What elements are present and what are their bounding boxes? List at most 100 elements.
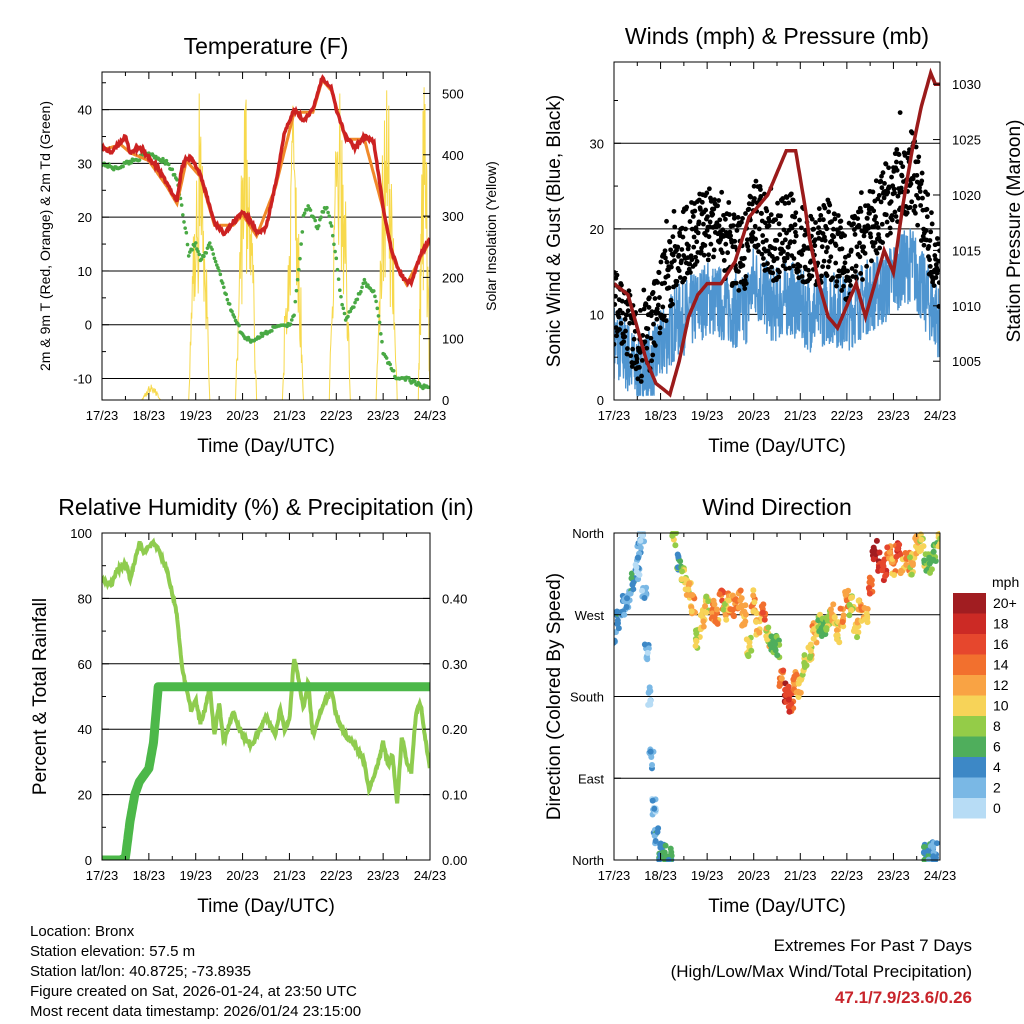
gust-point bbox=[736, 269, 741, 274]
x-tick-label: 21/23 bbox=[784, 408, 817, 423]
dewpoint-point bbox=[373, 294, 377, 299]
dewpoint-point bbox=[225, 297, 230, 302]
gust-point bbox=[687, 219, 693, 224]
gust-point bbox=[889, 213, 895, 218]
gust-point bbox=[652, 296, 658, 301]
direction-point bbox=[759, 609, 766, 616]
gust-point bbox=[751, 183, 757, 189]
gust-point bbox=[720, 227, 726, 233]
gust-point bbox=[896, 152, 902, 157]
dewpoint-point bbox=[164, 158, 169, 163]
gust-point bbox=[658, 259, 664, 265]
gust-point bbox=[773, 217, 779, 223]
direction-point bbox=[643, 584, 650, 591]
dewpoint-point bbox=[297, 267, 301, 272]
x-tick-label: 23/23 bbox=[367, 868, 400, 883]
colorbar-swatch bbox=[953, 634, 986, 655]
gust-point bbox=[861, 233, 867, 239]
x-tick-label: 18/23 bbox=[644, 868, 677, 883]
direction-point bbox=[677, 558, 684, 565]
x-tick-label: 24/23 bbox=[924, 408, 957, 423]
direction-point bbox=[879, 562, 886, 569]
gust-point bbox=[876, 192, 882, 198]
y-right-tick-label: 500 bbox=[442, 86, 464, 101]
y-right-tick-label: 0.10 bbox=[442, 788, 467, 803]
gust-point bbox=[898, 185, 904, 191]
chart-title: Temperature (F) bbox=[184, 33, 349, 59]
gust-point bbox=[683, 226, 688, 232]
gust-point bbox=[822, 238, 828, 243]
gust-point bbox=[824, 273, 830, 279]
gust-point bbox=[763, 237, 769, 243]
gust-point bbox=[870, 243, 876, 249]
direction-point bbox=[778, 675, 785, 682]
dewpoint-point bbox=[371, 289, 376, 293]
colorbar-swatch bbox=[953, 593, 986, 614]
gust-point bbox=[662, 248, 668, 254]
gust-point bbox=[921, 242, 927, 248]
latlon-text: Station lat/lon: 40.8725; -73.8935 bbox=[30, 963, 252, 980]
gust-point bbox=[874, 250, 880, 256]
y-tick-label: 0 bbox=[85, 853, 92, 868]
x-tick-label: 19/23 bbox=[179, 408, 212, 423]
x-axis-label: Time (Day/UTC) bbox=[197, 896, 335, 917]
direction-point bbox=[725, 597, 732, 604]
gust-point bbox=[831, 234, 837, 240]
x-tick-label: 19/23 bbox=[179, 868, 212, 883]
direction-point bbox=[697, 612, 704, 619]
direction-point bbox=[742, 611, 749, 618]
gust-point bbox=[915, 195, 921, 201]
direction-point bbox=[785, 703, 792, 710]
gust-point bbox=[928, 229, 934, 235]
gust-point bbox=[758, 194, 764, 199]
wind-direction-plot-area bbox=[614, 531, 940, 862]
direction-point bbox=[897, 551, 904, 558]
gust-point bbox=[936, 280, 940, 285]
gust-point bbox=[817, 217, 823, 223]
gust-point bbox=[616, 314, 622, 320]
gust-point bbox=[780, 240, 785, 246]
x-tick-label: 24/23 bbox=[414, 408, 447, 423]
gust-point bbox=[699, 199, 705, 205]
gust-point bbox=[834, 283, 839, 289]
gust-point bbox=[641, 287, 647, 293]
direction-point bbox=[662, 842, 669, 849]
x-tick-label: 23/23 bbox=[877, 868, 910, 883]
y-right-tick-label: 1005 bbox=[952, 354, 981, 369]
gust-point bbox=[693, 254, 698, 260]
gust-point bbox=[821, 258, 827, 264]
chart-title: Wind Direction bbox=[702, 494, 852, 520]
x-tick-label: 20/23 bbox=[737, 868, 770, 883]
direction-point bbox=[689, 592, 696, 599]
gust-point bbox=[927, 264, 933, 269]
gust-point bbox=[841, 283, 846, 289]
dewpoint-point bbox=[183, 226, 187, 230]
gust-point bbox=[935, 267, 940, 273]
direction-point bbox=[703, 593, 710, 600]
gust-point bbox=[622, 316, 628, 322]
gust-point bbox=[777, 232, 783, 238]
gust-point bbox=[731, 215, 737, 221]
dewpoint-point bbox=[330, 233, 335, 238]
gust-point bbox=[893, 214, 899, 219]
recent-text: Most recent data timestamp: 2026/01/24 2… bbox=[30, 1003, 362, 1020]
gust-point bbox=[819, 244, 825, 250]
gust-point bbox=[667, 239, 673, 245]
gust-point bbox=[799, 225, 804, 231]
gust-point bbox=[619, 298, 625, 304]
gust-point bbox=[873, 178, 879, 184]
dewpoint-point bbox=[333, 249, 337, 254]
y-tick-label: 0 bbox=[597, 393, 604, 408]
gust-point bbox=[792, 222, 798, 228]
dewpoint-point bbox=[293, 299, 298, 304]
direction-point bbox=[742, 602, 749, 609]
extremes-values: 47.1/7.9/23.6/0.26 bbox=[834, 988, 972, 1007]
direction-point bbox=[688, 608, 695, 615]
direction-point bbox=[645, 689, 652, 696]
gust-point bbox=[793, 233, 799, 239]
x-tick-label: 23/23 bbox=[367, 408, 400, 423]
direction-point bbox=[614, 637, 618, 644]
dewpoint-point bbox=[202, 254, 206, 259]
gust-point bbox=[813, 220, 818, 225]
dewpoint-point bbox=[179, 203, 184, 207]
